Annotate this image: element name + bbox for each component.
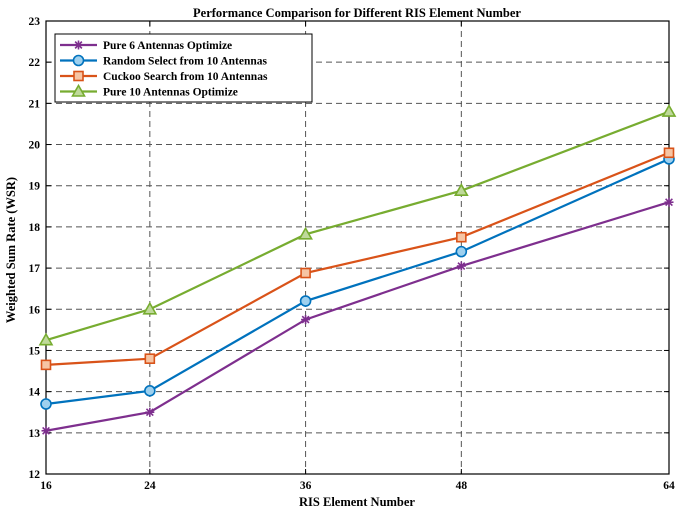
series <box>40 147 675 371</box>
data-point <box>144 353 156 364</box>
data-point <box>300 267 311 279</box>
data-point <box>661 103 677 117</box>
data-point <box>299 295 312 307</box>
series-line <box>45 157 670 406</box>
marker-stroke <box>665 198 673 207</box>
series-line <box>45 151 670 366</box>
y-tick-label: 15 <box>29 345 41 357</box>
data-point <box>73 70 84 82</box>
y-tick-label: 20 <box>29 140 41 152</box>
data-point <box>74 40 83 50</box>
legend-label: Cuckoo Search from 10 Antennas <box>103 71 268 83</box>
marker-stroke <box>42 426 50 435</box>
data-point <box>453 183 469 196</box>
y-tick-label: 21 <box>29 98 41 110</box>
y-tick-label: 14 <box>29 387 41 399</box>
x-tick-label: 16 <box>40 480 52 492</box>
data-point <box>72 54 85 67</box>
y-tick-label: 12 <box>29 469 41 481</box>
marker-stroke <box>301 315 310 324</box>
legend-label: Pure 6 Antennas Optimize <box>103 40 232 52</box>
series-line <box>45 110 670 342</box>
series <box>38 103 677 346</box>
legend-entry: Cuckoo Search from 10 Antennas <box>60 70 268 83</box>
data-point <box>456 261 466 271</box>
series <box>41 197 674 436</box>
marker-stroke <box>145 408 154 417</box>
plot-frame <box>45 20 670 475</box>
legend-label: Random Select from 10 Antennas <box>103 56 268 68</box>
x-axis-label: RIS Element Number <box>299 495 415 509</box>
legend-entry: Random Select from 10 Antennas <box>60 54 268 68</box>
marker-stroke <box>74 41 83 49</box>
data-point <box>71 83 86 97</box>
data-point <box>663 147 675 159</box>
data-point <box>142 301 158 315</box>
data-point <box>145 407 155 417</box>
y-axis-label: Weighted Sum Rate (WSR) <box>4 177 18 323</box>
axes: 16 24 36 48 64 12 13 14 15 16 17 18 19 20 21 22 23 <box>29 16 676 492</box>
x-tick-label: 48 <box>456 480 468 492</box>
chart-title: Performance Comparison for Different RIS… <box>193 6 521 20</box>
y-tick-label: 23 <box>29 16 41 28</box>
y-tick-label: 16 <box>29 304 41 316</box>
legend: Pure 6 Antennas Optimize Random Select fr… <box>54 33 313 103</box>
series <box>40 153 675 410</box>
marker-stroke <box>457 262 466 270</box>
data-point <box>41 426 51 436</box>
legend-entry: Pure 10 Antennas Optimize <box>60 83 238 99</box>
data-point <box>144 385 156 397</box>
y-tick-label: 18 <box>29 222 41 234</box>
legend-entry: Pure 6 Antennas Optimize <box>60 40 232 52</box>
data-point <box>301 315 311 325</box>
data-point <box>40 398 52 410</box>
data-point <box>298 226 313 240</box>
data-point <box>38 332 54 346</box>
data-point <box>40 359 52 371</box>
x-tick-label: 36 <box>300 480 312 492</box>
legend-label: Pure 10 Antennas Optimize <box>103 87 238 99</box>
y-tick-label: 22 <box>29 57 41 69</box>
legend-box <box>54 33 313 103</box>
data-point <box>455 245 468 258</box>
y-tick-label: 17 <box>29 263 41 275</box>
data-point <box>664 197 674 207</box>
x-tick-label: 24 <box>144 480 156 492</box>
data-point <box>456 231 467 243</box>
series-layer <box>38 103 677 436</box>
y-tick-label: 13 <box>29 428 41 440</box>
series-line <box>45 201 670 432</box>
x-tick-label: 64 <box>663 480 675 492</box>
y-tick-label: 19 <box>29 181 41 193</box>
